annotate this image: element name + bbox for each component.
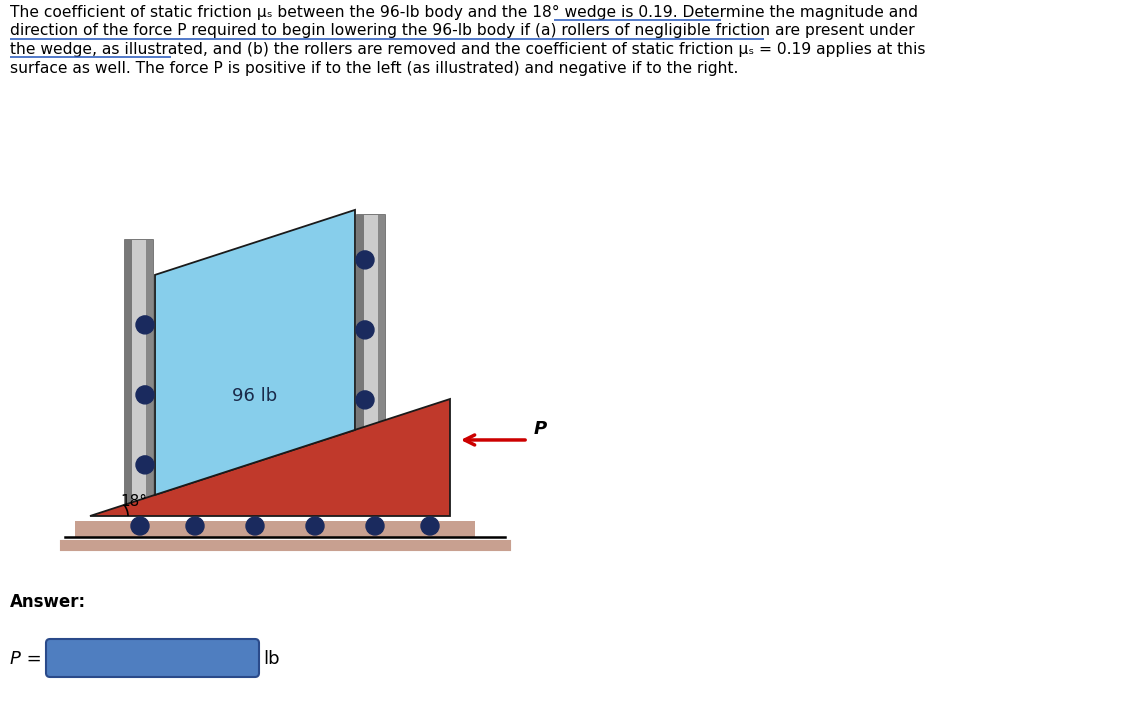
- Text: 18°: 18°: [120, 494, 147, 509]
- Circle shape: [356, 391, 374, 409]
- FancyBboxPatch shape: [46, 639, 259, 677]
- Bar: [125, 240, 132, 511]
- Bar: [125, 240, 153, 511]
- Circle shape: [306, 517, 324, 535]
- Text: the wedge, as illustrated, and (b) the rollers are removed and the coefficient o: the wedge, as illustrated, and (b) the r…: [10, 42, 925, 57]
- Text: The coefficient of static friction μₛ between the 96-lb body and the 18° wedge i: The coefficient of static friction μₛ be…: [10, 5, 918, 20]
- Circle shape: [356, 321, 374, 339]
- Bar: [378, 215, 385, 440]
- Circle shape: [136, 386, 155, 404]
- Bar: [356, 215, 385, 440]
- Text: lb: lb: [263, 650, 280, 668]
- Circle shape: [356, 251, 374, 269]
- Circle shape: [131, 517, 149, 535]
- Circle shape: [136, 456, 155, 474]
- Text: 96 lb: 96 lb: [232, 387, 277, 405]
- Circle shape: [186, 517, 204, 535]
- Text: direction of the force P required to begin lowering the 96-lb body if (a) roller: direction of the force P required to beg…: [10, 23, 915, 38]
- Polygon shape: [90, 399, 450, 516]
- Circle shape: [246, 517, 264, 535]
- Bar: [132, 240, 146, 511]
- Text: P: P: [534, 420, 547, 438]
- Text: P =: P =: [10, 650, 42, 668]
- Bar: [364, 215, 378, 440]
- Text: surface as well. The force P is positive if to the left (as illustrated) and neg: surface as well. The force P is positive…: [10, 60, 739, 75]
- Circle shape: [136, 316, 155, 334]
- Bar: [146, 240, 153, 511]
- Circle shape: [421, 517, 439, 535]
- Bar: [356, 215, 364, 440]
- Polygon shape: [155, 210, 355, 495]
- Text: Answer:: Answer:: [10, 593, 86, 611]
- Circle shape: [365, 517, 384, 535]
- Bar: [74, 521, 475, 537]
